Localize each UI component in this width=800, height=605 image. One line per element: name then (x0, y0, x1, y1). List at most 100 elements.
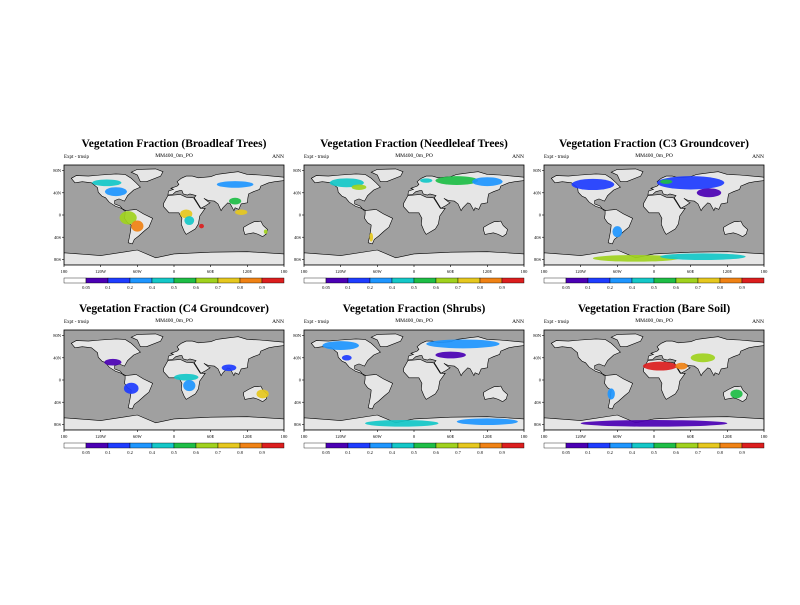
vegetation-patch (657, 176, 725, 190)
x-tick-label: 180 (281, 434, 289, 439)
colorbar-swatch (63, 442, 87, 449)
vegetation-patch (696, 188, 722, 198)
map-panel: Vegetation Fraction (C4 Groundcover) MM40… (53, 303, 288, 455)
colorbar-swatch (609, 442, 633, 449)
y-tick-label: 80S (534, 257, 542, 262)
vegetation-patch (256, 389, 269, 399)
x-tick-label: 180 (61, 269, 69, 274)
vegetation-patch (675, 362, 688, 370)
y-tick-label: 40N (293, 355, 302, 360)
colorbar-tick-label: 0.8 (477, 285, 483, 290)
colorbar-tick-label: 0.8 (717, 285, 723, 290)
colorbar-swatch (653, 442, 677, 449)
season-label: ANN (752, 319, 764, 325)
experiment-label: Expt - trnsip (64, 155, 89, 160)
colorbar-swatch (325, 277, 349, 284)
colorbar-tick-label: 0.5 (411, 450, 417, 455)
y-tick-label: 80N (293, 333, 302, 338)
x-tick-label: 120E (243, 434, 253, 439)
y-tick-label: 40S (294, 400, 302, 405)
colorbar-swatch (587, 442, 611, 449)
colorbar-swatch (369, 442, 393, 449)
vegetation-patch (607, 388, 615, 400)
experiment-label: Expt - trnsip (304, 320, 329, 325)
colorbar-swatch (107, 277, 131, 284)
vegetation-patch (104, 358, 122, 366)
x-tick-label: 60W (373, 434, 383, 439)
continent-au (483, 220, 508, 238)
colorbar-swatch (85, 442, 109, 449)
vegetation-patch (690, 353, 716, 363)
vegetation-patch (472, 177, 503, 187)
colorbar-swatch (391, 277, 415, 284)
vegetation-patch (341, 355, 352, 361)
colorbar-swatch (741, 277, 765, 284)
vegetation-patch (369, 232, 374, 242)
panel-title: Vegetation Fraction (Broadleaf Trees) (82, 138, 267, 150)
y-tick-label: 40N (533, 355, 542, 360)
panel-subtitle: MM400_0m_PO (155, 153, 193, 159)
colorbar-tick-label: 0.6 (433, 285, 439, 290)
colorbar-tick-label: 0.1 (105, 450, 111, 455)
y-tick-label: 40S (534, 235, 542, 240)
colorbar-swatch (129, 442, 153, 449)
colorbar-swatch (325, 442, 349, 449)
colorbar-swatch (479, 442, 503, 449)
colorbar-swatch (217, 442, 241, 449)
colorbar-tick-label: 0.5 (171, 450, 177, 455)
colorbar-tick-label: 0.05 (82, 285, 91, 290)
continent-au (723, 220, 748, 238)
colorbar-swatch (719, 277, 743, 284)
x-tick-label: 60E (687, 434, 695, 439)
colorbar-swatch (675, 442, 699, 449)
colorbar-tick-label: 0.2 (127, 450, 133, 455)
colorbar-tick-label: 0.05 (322, 285, 331, 290)
colorbar-swatch (151, 277, 175, 284)
continent-gl (130, 333, 164, 348)
y-tick-label: 40S (534, 400, 542, 405)
x-tick-label: 180 (521, 269, 529, 274)
y-tick-label: 0 (59, 213, 62, 218)
colorbar-tick-label: 0.8 (237, 450, 243, 455)
y-tick-label: 80S (294, 257, 302, 262)
vegetation-patch (92, 179, 122, 187)
x-tick-label: 120E (723, 269, 733, 274)
colorbar-swatch (261, 277, 285, 284)
colorbar-swatch (347, 442, 371, 449)
vegetation-patch (119, 211, 137, 225)
panel-subtitle: MM400_0m_PO (635, 153, 673, 159)
colorbar-tick-label: 0.4 (149, 450, 155, 455)
colorbar-tick-label: 0.9 (259, 285, 265, 290)
colorbar-tick-label: 0.5 (411, 285, 417, 290)
vegetation-patch (235, 209, 248, 216)
colorbar-swatch (347, 277, 371, 284)
colorbar-swatch (413, 442, 437, 449)
vegetation-patch (174, 373, 199, 381)
continent-na (70, 338, 141, 376)
colorbar-tick-label: 0.8 (477, 450, 483, 455)
colorbar-swatch (631, 442, 655, 449)
x-tick-label: 120E (483, 269, 493, 274)
x-tick-label: 60W (133, 269, 143, 274)
vegetation-patch (426, 339, 500, 349)
colorbar-tick-label: 0.7 (215, 285, 221, 290)
x-tick-label: 60E (687, 269, 695, 274)
colorbar-swatch (261, 442, 285, 449)
colorbar-swatch (479, 277, 503, 284)
y-tick-label: 80N (533, 168, 542, 173)
vegetation-patch (420, 178, 433, 183)
vegetation-patch (263, 229, 268, 234)
x-tick-label: 60E (207, 434, 215, 439)
continent-af (403, 359, 446, 400)
x-tick-label: 180 (301, 269, 309, 274)
continent-gl (370, 168, 404, 182)
season-label: ANN (512, 319, 524, 325)
colorbar-swatch (719, 442, 743, 449)
colorbar-tick-label: 0.4 (629, 450, 635, 455)
x-tick-label: 120E (723, 434, 733, 439)
x-tick-label: 180 (301, 434, 309, 439)
panel-title: Vegetation Fraction (C4 Groundcover) (79, 303, 269, 315)
vegetation-patch (104, 187, 127, 197)
colorbar-tick-label: 0.5 (651, 450, 657, 455)
season-label: ANN (272, 319, 284, 325)
